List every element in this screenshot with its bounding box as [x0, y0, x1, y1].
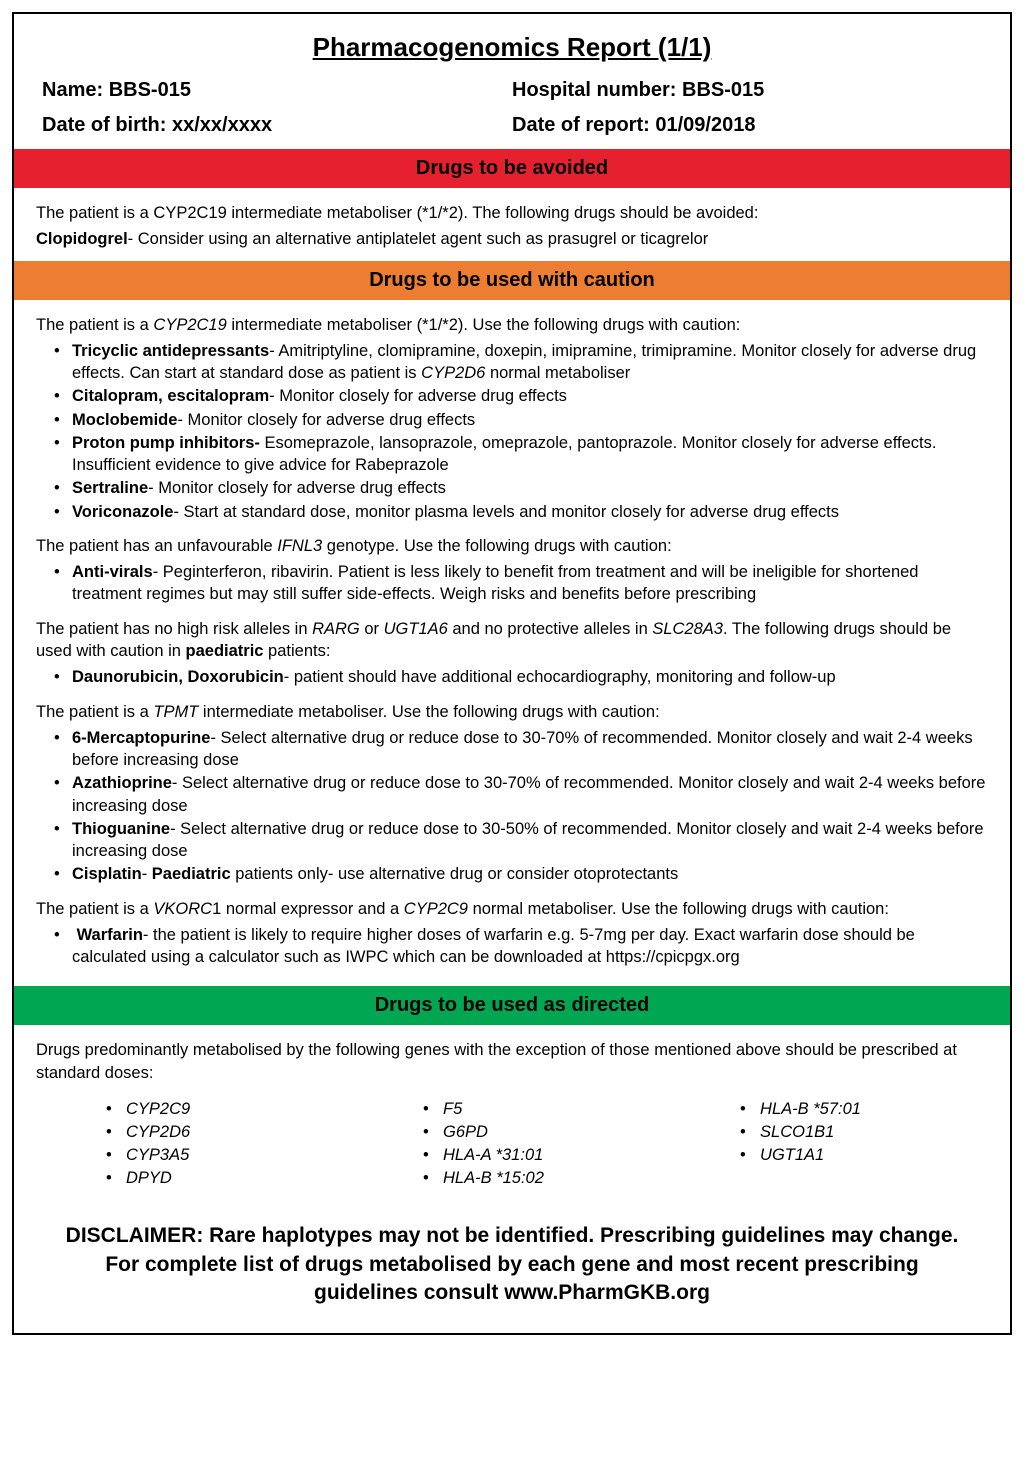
avoid-drug-name: Clopidogrel [36, 230, 128, 248]
report-title: Pharmacogenomics Report (1/1) [14, 14, 1010, 79]
list-item: Warfarin- the patient is likely to requi… [54, 924, 988, 969]
list-item: 6-Mercaptopurine- Select alternative dru… [54, 727, 988, 772]
report-date-value: 01/09/2018 [655, 114, 755, 136]
directed-header: Drugs to be used as directed [14, 986, 1010, 1025]
dob-label: Date of birth: [42, 114, 166, 136]
gene-item: CYP3A5 [106, 1144, 353, 1167]
list-item: Cisplatin- Paediatric patients only- use… [54, 863, 988, 885]
gene-item: G6PD [423, 1121, 670, 1144]
caution-block5-intro: The patient is a VKORC1 normal expressor… [36, 898, 988, 920]
caution-header: Drugs to be used with caution [14, 261, 1010, 300]
caution-block3-intro: The patient has no high risk alleles in … [36, 618, 988, 663]
list-item: Sertraline- Monitor closely for adverse … [54, 477, 988, 499]
report-date-label: Date of report: [512, 114, 650, 136]
list-item: Tricyclic antidepressants- Amitriptyline… [54, 340, 988, 385]
list-item: Voriconazole- Start at standard dose, mo… [54, 501, 988, 523]
list-item: Daunorubicin, Doxorubicin- patient shoul… [54, 666, 988, 688]
gene-item: F5 [423, 1098, 670, 1121]
caution-block1-intro: The patient is a CYP2C19 intermediate me… [36, 314, 988, 336]
avoid-intro: The patient is a CYP2C19 intermediate me… [36, 202, 988, 224]
list-item: Citalopram, escitalopram- Monitor closel… [54, 385, 988, 407]
gene-item: HLA-B *57:01 [740, 1098, 987, 1121]
list-item: Thioguanine- Select alternative drug or … [54, 818, 988, 863]
patient-info-row-2: Date of birth: xx/xx/xxxx Date of report… [14, 114, 1010, 149]
name-label: Name: [42, 79, 103, 101]
avoid-header: Drugs to be avoided [14, 149, 1010, 188]
caution-list-4: 6-Mercaptopurine- Select alternative dru… [36, 727, 988, 886]
directed-intro: Drugs predominantly metabolised by the f… [36, 1039, 988, 1084]
caution-list-1: Tricyclic antidepressants- Amitriptyline… [36, 340, 988, 523]
gene-col-3: HLA-B *57:01 SLCO1B1 UGT1A1 [670, 1098, 987, 1190]
gene-item: SLCO1B1 [740, 1121, 987, 1144]
caution-list-3: Daunorubicin, Doxorubicin- patient shoul… [36, 666, 988, 688]
avoid-content: The patient is a CYP2C19 intermediate me… [14, 188, 1010, 261]
list-item: Moclobemide- Monitor closely for adverse… [54, 409, 988, 431]
gene-item: HLA-A *31:01 [423, 1144, 670, 1167]
name-value: BBS-015 [109, 79, 191, 101]
gene-item: DPYD [106, 1167, 353, 1190]
gene-item: CYP2C9 [106, 1098, 353, 1121]
hospital-field: Hospital number: BBS-015 [512, 79, 982, 102]
list-item: Anti-virals- Peginterferon, ribavirin. P… [54, 561, 988, 606]
caution-block2-intro: The patient has an unfavourable IFNL3 ge… [36, 535, 988, 557]
report-date-field: Date of report: 01/09/2018 [512, 114, 982, 137]
avoid-drug-advice: - Consider using an alternative antiplat… [128, 230, 709, 248]
list-item: Azathioprine- Select alternative drug or… [54, 772, 988, 817]
caution-block4-intro: The patient is a TPMT intermediate metab… [36, 701, 988, 723]
hospital-label: Hospital number: [512, 79, 676, 101]
caution-content: The patient is a CYP2C19 intermediate me… [14, 300, 1010, 987]
caution-list-2: Anti-virals- Peginterferon, ribavirin. P… [36, 561, 988, 606]
caution-list-5: Warfarin- the patient is likely to requi… [36, 924, 988, 969]
directed-content: Drugs predominantly metabolised by the f… [14, 1025, 1010, 1094]
gene-item: HLA-B *15:02 [423, 1167, 670, 1190]
patient-info-row-1: Name: BBS-015 Hospital number: BBS-015 [14, 79, 1010, 114]
avoid-drug: Clopidogrel- Consider using an alternati… [36, 228, 988, 250]
disclaimer-text: DISCLAIMER: Rare haplotypes may not be i… [14, 1200, 1010, 1313]
name-field: Name: BBS-015 [42, 79, 512, 102]
gene-columns: CYP2C9 CYP2D6 CYP3A5 DPYD F5 G6PD HLA-A … [14, 1094, 1010, 1200]
report-page: Pharmacogenomics Report (1/1) Name: BBS-… [12, 12, 1012, 1335]
hospital-value: BBS-015 [682, 79, 764, 101]
gene-col-2: F5 G6PD HLA-A *31:01 HLA-B *15:02 [353, 1098, 670, 1190]
dob-value: xx/xx/xxxx [172, 114, 272, 136]
gene-item: UGT1A1 [740, 1144, 987, 1167]
gene-item: CYP2D6 [106, 1121, 353, 1144]
list-item: Proton pump inhibitors- Esomeprazole, la… [54, 432, 988, 477]
dob-field: Date of birth: xx/xx/xxxx [42, 114, 512, 137]
gene-col-1: CYP2C9 CYP2D6 CYP3A5 DPYD [36, 1098, 353, 1190]
